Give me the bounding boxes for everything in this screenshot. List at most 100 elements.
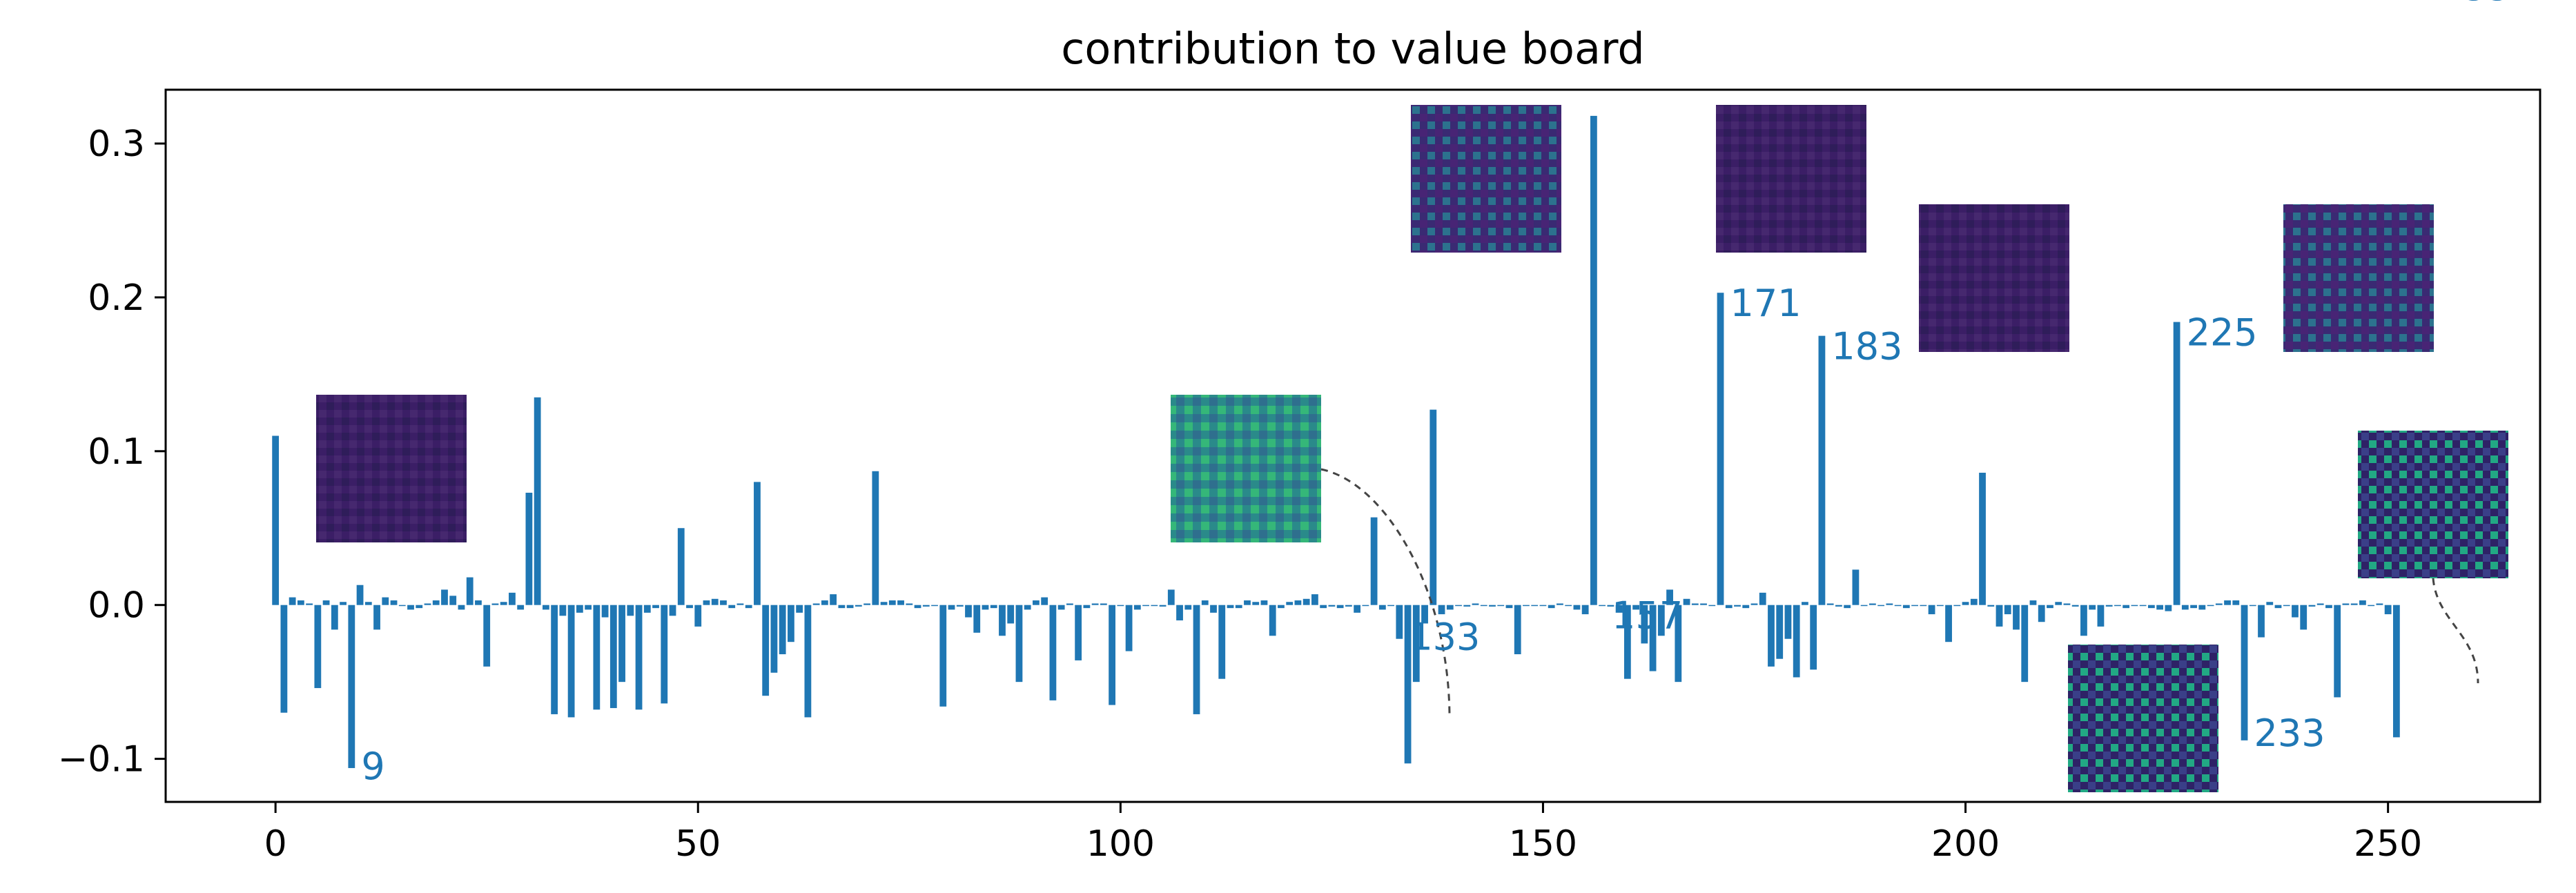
bar [1911, 605, 1918, 607]
bar [559, 605, 567, 616]
bar [965, 605, 972, 618]
bar [1235, 605, 1242, 609]
bar [2207, 605, 2214, 607]
bar [1109, 605, 1115, 705]
bar [2308, 605, 2316, 607]
bar [542, 605, 549, 610]
bar [1387, 605, 1394, 607]
bar [846, 605, 854, 609]
bar [534, 397, 541, 605]
bar [2266, 602, 2274, 605]
bar [2198, 605, 2206, 610]
bar [635, 605, 643, 710]
bar [1514, 605, 1521, 655]
bar [1075, 605, 1082, 660]
bar [1100, 603, 1107, 605]
bar [855, 605, 862, 607]
bar-annotations: 9 133 157 171 183 225 233 255 [361, 0, 2511, 788]
bar [1244, 600, 1251, 605]
bar [1641, 605, 1648, 644]
bar-label-183: 183 [1831, 325, 1902, 369]
bar [1649, 605, 1657, 671]
bar [1700, 603, 1707, 605]
y-tick-label: −0.1 [58, 739, 145, 781]
bar [2131, 605, 2138, 607]
x-tick-label: 200 [1931, 823, 2000, 865]
bar [1802, 602, 1808, 605]
bar [2224, 600, 2231, 605]
y-tick-label: 0.1 [88, 431, 145, 473]
bar [1184, 605, 1192, 610]
bar [754, 482, 761, 605]
bar [2080, 605, 2087, 636]
bar [931, 605, 938, 607]
bar [982, 605, 989, 610]
bar [407, 605, 414, 610]
bar [762, 605, 770, 696]
bar-label-255: 255 [2440, 0, 2511, 9]
bar [1902, 605, 1910, 609]
x-tick-label: 100 [1086, 823, 1155, 865]
bar [1877, 605, 1885, 607]
bar-label-133: 133 [1409, 616, 1480, 659]
bar [2342, 603, 2350, 605]
bar [609, 605, 617, 709]
bar [897, 600, 904, 605]
bar [1623, 605, 1631, 679]
bar [686, 605, 693, 609]
bar [1049, 605, 1057, 700]
bar [1057, 605, 1065, 610]
bar [1489, 605, 1496, 607]
bar [2249, 605, 2256, 607]
bar [1784, 605, 1792, 639]
bar [1159, 605, 1167, 607]
bar [2232, 600, 2240, 605]
bar [728, 605, 736, 609]
bar [1446, 605, 1454, 610]
bar [272, 435, 280, 605]
bar [1404, 605, 1412, 764]
bar [2097, 605, 2105, 627]
bar [796, 605, 803, 613]
bar [398, 605, 406, 607]
bar [1844, 605, 1851, 609]
bar [1818, 335, 1826, 605]
bar [1987, 605, 1995, 607]
x-tick-label: 250 [2354, 823, 2422, 865]
bar [1607, 605, 1614, 607]
bar [661, 605, 668, 704]
bar [1218, 605, 1226, 679]
bar [576, 605, 583, 613]
bar [880, 602, 888, 605]
bar [1463, 605, 1471, 607]
bar [1336, 605, 1344, 609]
bar [1539, 605, 1547, 607]
bar [483, 605, 491, 667]
board-thumbnail-133 [1171, 395, 1321, 542]
bar [1378, 605, 1386, 610]
bar [2139, 605, 2147, 607]
bar [1007, 605, 1015, 624]
bar [1142, 605, 1149, 607]
bar [356, 585, 364, 605]
bar [2292, 605, 2299, 618]
bar [424, 603, 431, 605]
bar [736, 603, 744, 605]
bar [382, 597, 389, 605]
bar [1252, 602, 1260, 605]
bar [1970, 598, 1978, 605]
bar [2114, 605, 2121, 607]
bar [449, 596, 457, 605]
bar [888, 600, 896, 605]
bar [703, 600, 710, 605]
bar [2334, 605, 2341, 698]
bar [1750, 603, 1758, 605]
bar [1615, 605, 1623, 613]
bar [2165, 605, 2172, 611]
bar [322, 600, 330, 605]
bar [973, 605, 981, 633]
bar [314, 605, 322, 689]
bar [2258, 605, 2265, 638]
bar [1362, 605, 1369, 607]
